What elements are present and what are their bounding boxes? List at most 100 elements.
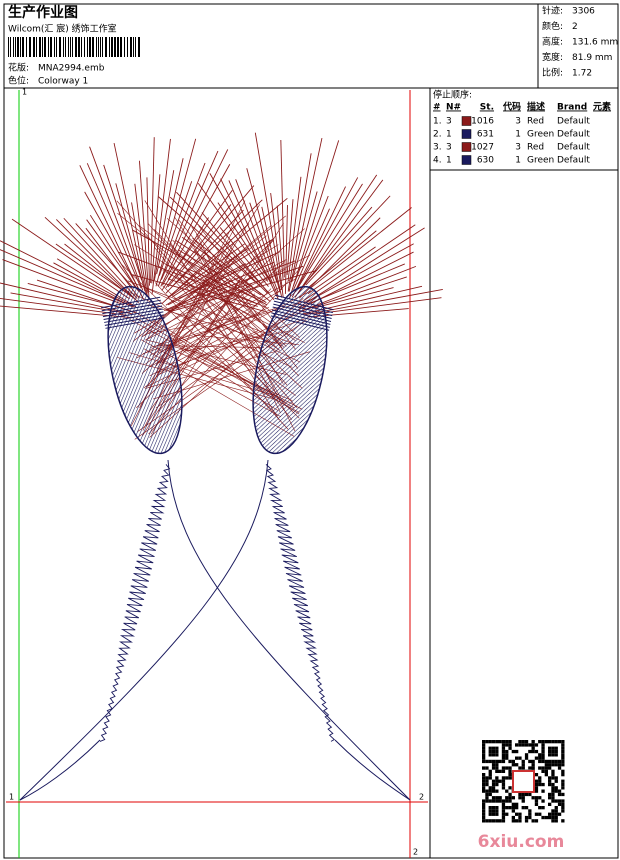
- qr-module: [561, 756, 565, 760]
- qr-module: [541, 753, 545, 757]
- spike: [167, 189, 233, 280]
- qr-module: [554, 746, 558, 750]
- qr-module: [498, 779, 502, 783]
- qr-module: [511, 749, 515, 754]
- qr-module: [505, 766, 509, 770]
- barcode-bar: [50, 37, 52, 57]
- qr-module: [482, 740, 486, 744]
- barcode-bar: [105, 37, 107, 57]
- qr-module: [485, 782, 489, 787]
- qr-module: [495, 789, 499, 793]
- qr-module: [534, 756, 539, 760]
- cross-stitch: [117, 213, 282, 347]
- qr-module: [524, 806, 529, 810]
- head-band: [270, 315, 330, 331]
- qr-module: [534, 796, 539, 800]
- spike: [280, 140, 285, 278]
- qr-module: [488, 806, 492, 810]
- qr-module: [538, 740, 542, 744]
- row-index: 3.: [433, 143, 442, 153]
- qr-module: [501, 782, 506, 787]
- head-band: [104, 311, 164, 323]
- stem-line: [167, 459, 411, 801]
- qr-module: [521, 766, 525, 770]
- brand: Default: [557, 156, 590, 166]
- spike: [254, 132, 283, 291]
- qr-module: [551, 782, 555, 787]
- barcode-bar: [96, 37, 97, 57]
- spike: [167, 185, 255, 288]
- needle: 1: [446, 130, 452, 140]
- qr-module: [551, 789, 555, 793]
- qr-module: [485, 789, 489, 793]
- qr-module: [495, 796, 499, 800]
- qr-module: [538, 759, 542, 764]
- qr-module: [548, 759, 552, 764]
- qr-module: [495, 740, 499, 744]
- design: MNA2994.emb: [38, 64, 105, 74]
- qr-module: [482, 802, 486, 806]
- qr-module: [548, 782, 552, 787]
- barcode-bar: [72, 37, 73, 57]
- qr-module: [482, 746, 486, 750]
- qr-module: [495, 809, 499, 813]
- qr-module: [531, 819, 535, 823]
- qr-module: [501, 812, 506, 816]
- qr-module: [538, 776, 542, 780]
- qr-module: [505, 796, 509, 800]
- head-band: [275, 294, 334, 311]
- qr-module: [561, 773, 565, 777]
- barcode-bar: [10, 37, 11, 57]
- barcode-bar: [117, 37, 119, 57]
- qr-module: [544, 740, 548, 744]
- barcode-bar: [22, 37, 24, 57]
- qr-module: [495, 769, 499, 773]
- barcode-bar: [114, 37, 116, 57]
- spike: [292, 195, 329, 286]
- qr-module: [482, 756, 486, 760]
- qr-module: [482, 749, 486, 754]
- description: Green: [527, 130, 554, 140]
- qr-module: [508, 769, 512, 773]
- qr-module: [482, 779, 486, 783]
- cross-stitch: [138, 225, 296, 341]
- qr-module: [544, 773, 548, 777]
- spike: [287, 176, 302, 281]
- spike: [246, 168, 281, 293]
- qr-module: [561, 743, 565, 747]
- spike: [44, 216, 136, 300]
- qr-module: [548, 802, 552, 806]
- stem-line: [19, 459, 269, 801]
- qr-module: [482, 809, 486, 813]
- qr-module: [501, 766, 506, 770]
- qr-module: [538, 782, 542, 787]
- qr-module: [544, 766, 548, 770]
- qr-module: [551, 740, 555, 744]
- qr-module: [511, 759, 515, 764]
- column-header: 描述: [527, 101, 545, 113]
- spike: [293, 208, 330, 291]
- info-label: 比例:: [542, 67, 563, 79]
- qr-module: [511, 796, 515, 800]
- spike: [171, 243, 245, 296]
- column-header: St.: [480, 103, 494, 113]
- qr-module: [557, 759, 562, 764]
- qr-module: [518, 740, 522, 744]
- head-band: [105, 317, 165, 329]
- column-header: 代码: [502, 101, 521, 113]
- barcode-bar: [59, 37, 61, 57]
- qr-module: [551, 769, 555, 773]
- info-label: 颜色:: [542, 20, 563, 32]
- qr-module: [534, 773, 539, 777]
- needle: 3: [446, 143, 452, 153]
- head-band: [101, 296, 161, 309]
- qr-module: [495, 763, 499, 767]
- qr-module: [495, 819, 499, 823]
- qr-module: [488, 773, 492, 777]
- qr-module: [541, 769, 545, 773]
- qr-module: [488, 819, 492, 823]
- marker: 2: [419, 793, 424, 802]
- qr-module: [482, 789, 486, 793]
- qr-module: [554, 806, 558, 810]
- embroidery-design: [0, 132, 443, 801]
